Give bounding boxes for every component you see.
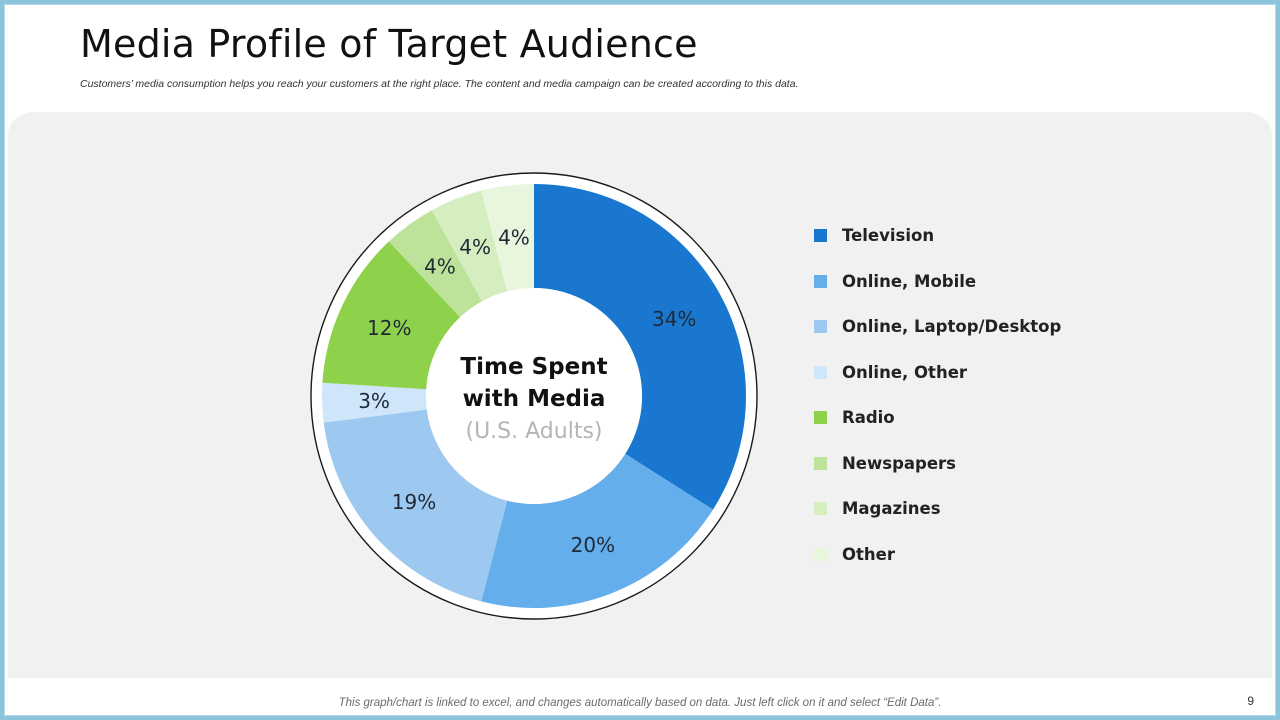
legend-item: Magazines xyxy=(814,499,941,518)
chart-title-line-2: with Media xyxy=(463,386,606,412)
legend-label: Television xyxy=(842,226,935,245)
donut-data-labels: 34%20%19%3%12%4%4% 4% xyxy=(358,225,696,557)
page-number: 9 xyxy=(1247,694,1254,708)
data-label-magazines: 4% xyxy=(459,235,491,259)
data-label-online-mobile: 20% xyxy=(571,533,615,557)
legend-label: Online, Laptop/Desktop xyxy=(842,317,1062,336)
legend-label: Radio xyxy=(842,408,895,427)
legend-swatch xyxy=(814,274,827,288)
legend-swatch xyxy=(814,411,827,424)
donut-slice-radio[interactable] xyxy=(322,241,461,390)
donut-slice-online-other[interactable] xyxy=(322,382,427,423)
legend-item: Radio xyxy=(814,408,895,427)
legend-swatch xyxy=(814,229,827,242)
donut-slices xyxy=(322,184,746,609)
data-label-television: 34% xyxy=(652,307,696,331)
legend-swatch xyxy=(814,547,827,561)
legend-swatch xyxy=(814,456,827,470)
donut-slice-online-laptop-desktop[interactable] xyxy=(323,409,508,602)
legend-label: Online, Mobile xyxy=(842,271,977,291)
chart-subtitle: (U.S. Adults) xyxy=(466,419,603,444)
page-title: Media Profile of Target Audience xyxy=(80,22,698,66)
legend-item: Online, Other xyxy=(814,363,967,382)
donut-slice-magazines[interactable] xyxy=(431,190,508,302)
legend-item: Other xyxy=(814,545,895,564)
donut-center-hole xyxy=(426,288,642,504)
data-label-online-laptop-desktop: 19% xyxy=(392,490,436,514)
chart-title-line-1: Time Spent xyxy=(460,354,607,380)
donut-slice-newspapers[interactable] xyxy=(388,210,482,318)
page-subtitle: Customers’ media consumption helps you r… xyxy=(80,78,799,90)
data-label-radio: 12% xyxy=(367,316,411,340)
legend-item: Television xyxy=(814,226,934,245)
legend-label: Magazines xyxy=(842,499,941,518)
legend-swatch xyxy=(814,502,827,515)
legend-swatch xyxy=(814,365,827,379)
footnote: This graph/chart is linked to excel, and… xyxy=(338,697,942,709)
legend-item: Online, Mobile xyxy=(814,272,976,291)
legend-item: Online, Laptop/Desktop xyxy=(814,317,1061,336)
legend-label: Other xyxy=(842,544,895,564)
legend-swatch xyxy=(814,320,827,333)
legend-item: Newspapers xyxy=(814,454,956,473)
data-label-other: 4% xyxy=(498,225,530,249)
donut-slice-online-mobile[interactable] xyxy=(481,453,713,609)
donut-slice-other[interactable] xyxy=(481,184,534,292)
legend-label: Online, Other xyxy=(842,362,968,382)
data-label-newspapers: 4% xyxy=(424,255,456,279)
legend-label: Newspapers xyxy=(842,453,956,473)
data-label-online-other: 3% xyxy=(358,389,390,413)
donut-slice-television[interactable] xyxy=(534,184,746,510)
